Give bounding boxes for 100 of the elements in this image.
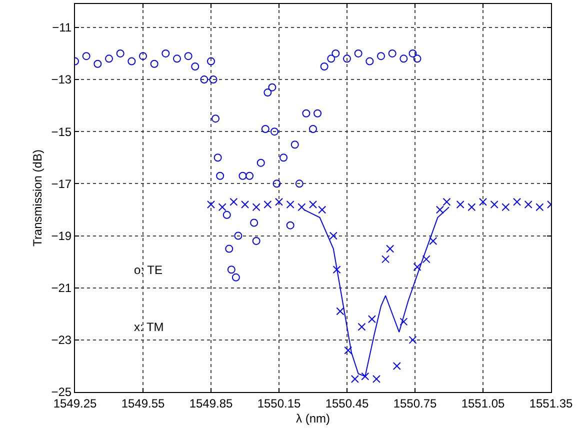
point	[191, 62, 200, 70]
point	[344, 346, 352, 354]
annotation: o: TE	[134, 263, 162, 277]
x-tick-label: 1551.05	[461, 396, 506, 410]
point	[336, 307, 344, 316]
point	[524, 200, 532, 209]
point	[264, 88, 272, 97]
point	[252, 203, 260, 212]
point	[350, 374, 359, 383]
x-tick-label: 1549.85	[189, 396, 234, 410]
point	[536, 203, 544, 212]
point	[212, 114, 220, 123]
point	[329, 232, 338, 240]
point	[250, 218, 258, 227]
point	[264, 200, 272, 209]
point	[290, 140, 299, 149]
x-tick-label: 1551.35	[529, 396, 574, 410]
point	[272, 180, 281, 188]
point	[286, 221, 294, 230]
point	[413, 263, 422, 272]
point	[261, 124, 270, 133]
x-tick-label: 1550.45	[325, 396, 370, 410]
point	[490, 200, 498, 209]
point	[368, 315, 376, 324]
point	[222, 210, 231, 219]
y-tick-label: −19	[51, 228, 72, 243]
point	[270, 128, 278, 136]
point	[234, 232, 242, 240]
point	[275, 198, 283, 206]
point	[200, 76, 208, 84]
point	[502, 203, 510, 212]
point	[422, 255, 430, 264]
x-tick-label: 1550.15	[257, 396, 302, 410]
point	[327, 54, 336, 63]
point	[513, 198, 521, 206]
point	[456, 200, 464, 209]
point	[388, 49, 396, 58]
point	[82, 52, 90, 60]
point	[372, 374, 380, 383]
point	[358, 322, 366, 331]
point	[256, 158, 265, 167]
point	[309, 200, 317, 209]
point	[150, 60, 158, 68]
point	[479, 198, 487, 206]
point	[400, 54, 408, 63]
point	[343, 54, 351, 63]
y-tick-label: −11	[52, 20, 72, 35]
point	[429, 236, 438, 245]
point	[268, 83, 276, 92]
point	[184, 52, 192, 60]
y-axis-title: Transmission (dB)	[30, 150, 45, 246]
point	[238, 172, 247, 180]
point	[320, 62, 328, 70]
y-tick-label: −13	[51, 72, 72, 87]
point	[280, 154, 288, 162]
point	[309, 124, 317, 133]
point	[386, 244, 394, 253]
point	[216, 172, 224, 180]
y-tick-label: −21	[51, 281, 72, 296]
x-tick-label: 1550.75	[393, 396, 438, 410]
point	[207, 200, 215, 209]
x-axis-title: λ (nm)	[296, 411, 330, 426]
point	[286, 200, 294, 209]
point	[408, 336, 417, 344]
point	[209, 76, 218, 84]
point	[162, 49, 170, 58]
point	[252, 236, 260, 245]
point	[241, 200, 249, 209]
x-tick-label: 1549.55	[121, 396, 166, 410]
point	[230, 198, 238, 206]
point	[94, 60, 102, 68]
point	[413, 54, 422, 63]
y-tick-label: −23	[51, 333, 72, 348]
point	[302, 109, 310, 118]
point	[227, 266, 236, 274]
y-tick-label: −15	[51, 124, 72, 139]
point	[116, 49, 124, 58]
y-tick-label: −17	[51, 176, 72, 191]
point	[173, 54, 181, 63]
point	[436, 206, 444, 214]
point	[332, 266, 341, 274]
point	[128, 57, 136, 66]
point	[392, 362, 401, 370]
point	[295, 180, 304, 188]
point	[225, 244, 234, 253]
point	[218, 203, 226, 212]
annotation: x: TM	[134, 320, 164, 334]
point	[246, 172, 254, 180]
point	[105, 54, 113, 63]
point	[232, 273, 240, 282]
point	[366, 57, 374, 66]
point	[139, 52, 147, 60]
point	[207, 57, 215, 66]
point	[354, 49, 362, 58]
point	[332, 49, 340, 58]
point	[314, 109, 322, 118]
point	[214, 154, 222, 162]
point	[468, 203, 476, 212]
point	[400, 318, 408, 326]
point	[408, 49, 417, 58]
